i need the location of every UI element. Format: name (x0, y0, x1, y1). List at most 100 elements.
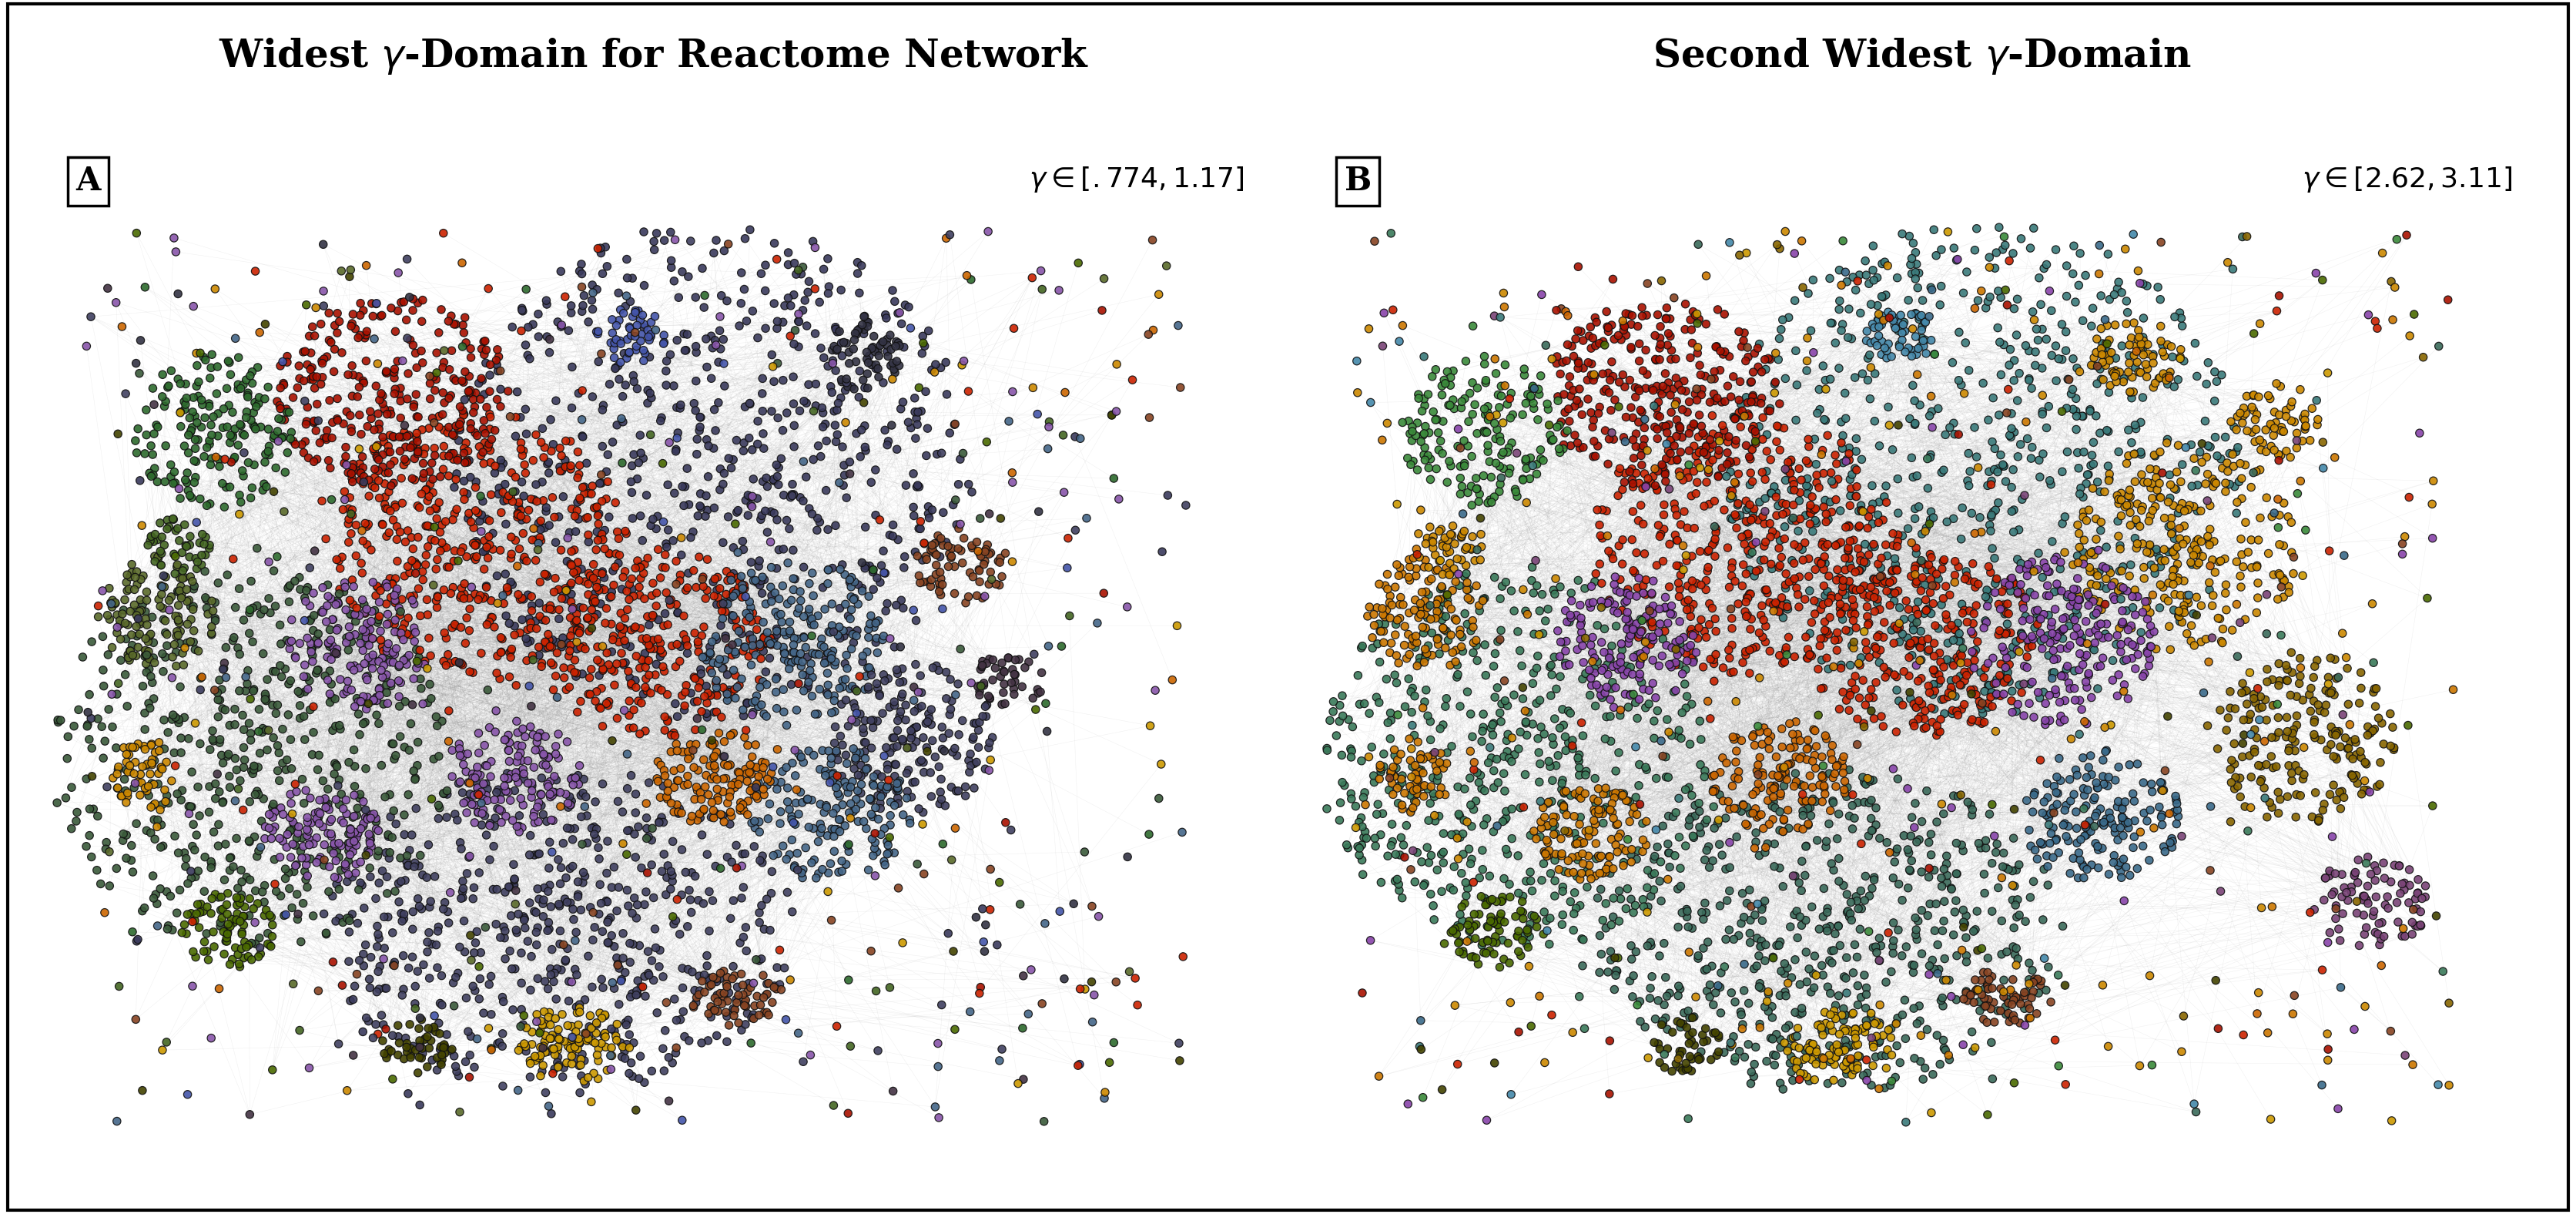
Point (647, 868, 688, 887)
Point (1092, 1033, 1133, 1053)
Point (1484, 747, 1525, 766)
Point (577, 563, 618, 583)
Point (1963, 997, 2004, 1016)
Point (1373, 665, 1414, 685)
Point (2295, 391, 2336, 410)
Point (698, 790, 739, 810)
Point (363, 446, 404, 465)
Point (719, 800, 760, 819)
Point (2159, 504, 2200, 523)
Point (2020, 750, 2061, 770)
Point (1875, 618, 1917, 637)
Point (866, 832, 907, 851)
Point (2081, 369, 2123, 388)
Point (2383, 919, 2424, 938)
Point (1486, 725, 1528, 744)
Point (2076, 575, 2117, 595)
Point (933, 742, 974, 761)
Point (1749, 527, 1790, 546)
Point (647, 475, 688, 494)
Point (410, 923, 451, 942)
Point (2087, 579, 2128, 599)
Point (2061, 830, 2102, 850)
Point (461, 492, 502, 511)
Point (2321, 782, 2362, 801)
Point (219, 771, 260, 790)
Point (2063, 507, 2105, 527)
Point (1571, 643, 1613, 663)
Point (1839, 656, 1880, 675)
Point (2249, 1110, 2290, 1129)
Point (193, 407, 234, 426)
Point (1978, 493, 2020, 512)
Point (835, 789, 876, 809)
Point (404, 438, 446, 458)
Point (814, 336, 855, 356)
Point (461, 505, 502, 524)
Point (345, 614, 386, 634)
Point (1546, 653, 1587, 673)
Point (2195, 562, 2236, 582)
Point (605, 582, 647, 601)
Point (652, 251, 693, 271)
Point (1891, 634, 1932, 653)
Point (72, 847, 113, 867)
Point (1862, 613, 1904, 632)
Point (1548, 823, 1589, 843)
Point (394, 857, 435, 877)
Point (1710, 600, 1752, 619)
Point (1744, 550, 1785, 569)
Point (366, 665, 407, 685)
Point (1695, 337, 1736, 357)
Point (1391, 798, 1432, 817)
Point (770, 810, 811, 829)
Point (397, 424, 438, 443)
Point (554, 818, 595, 838)
Point (2084, 558, 2125, 578)
Point (515, 1005, 556, 1025)
Point (829, 609, 871, 629)
Point (407, 1019, 448, 1038)
Point (1643, 458, 1685, 477)
Point (2022, 554, 2063, 573)
Point (1798, 1016, 1839, 1036)
Point (1728, 993, 1770, 1012)
Point (1404, 416, 1445, 436)
Point (185, 599, 227, 618)
Point (1401, 583, 1443, 602)
Point (1844, 998, 1886, 1017)
Point (1607, 618, 1649, 637)
Point (667, 960, 708, 980)
Point (1752, 560, 1793, 579)
Point (443, 489, 484, 509)
Point (750, 557, 791, 577)
Point (147, 625, 188, 645)
Point (1450, 476, 1492, 495)
Point (144, 567, 185, 586)
Point (848, 313, 889, 333)
Point (1690, 709, 1731, 728)
Point (209, 766, 250, 785)
Point (860, 333, 902, 352)
Point (690, 997, 732, 1016)
Point (440, 839, 482, 858)
Point (2388, 488, 2429, 507)
Point (1613, 408, 1654, 427)
Point (1623, 306, 1664, 325)
Point (1422, 1080, 1463, 1100)
Point (737, 620, 778, 640)
Point (2040, 402, 2081, 421)
Point (335, 756, 376, 776)
Point (528, 330, 569, 350)
Point (410, 897, 451, 917)
Point (1445, 603, 1486, 623)
Point (2079, 359, 2120, 379)
Point (1772, 968, 1814, 987)
Point (726, 941, 768, 960)
Point (1960, 693, 2002, 713)
Point (665, 632, 706, 652)
Point (353, 329, 394, 348)
Point (358, 841, 399, 861)
Point (1667, 1002, 1708, 1021)
Point (626, 681, 667, 700)
